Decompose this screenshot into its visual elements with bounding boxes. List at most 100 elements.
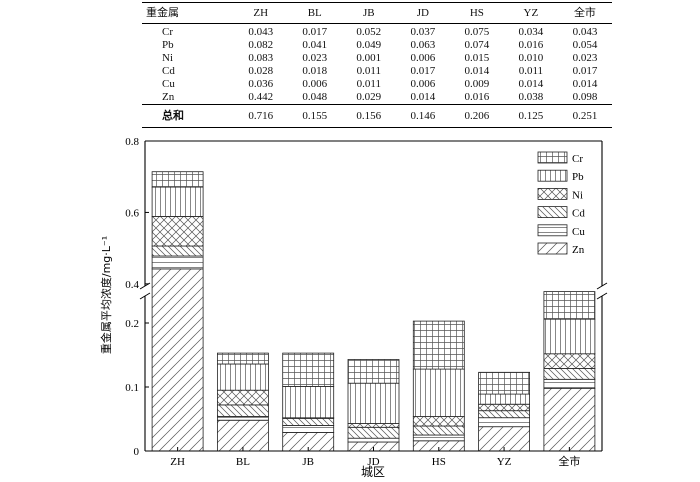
y-tick-label: 0.8: [125, 136, 139, 148]
table-cell: 0.037: [410, 26, 436, 38]
legend-label-cd: Cd: [572, 208, 585, 220]
bar-segment-cu: [151, 255, 204, 270]
table-cell: 0.038: [518, 91, 544, 103]
legend-label-cu: Cu: [572, 226, 585, 238]
bar-segment-zn: [216, 419, 269, 452]
legend-swatch-pb: [537, 169, 568, 182]
axis-break-mark: [596, 292, 608, 300]
table-cell: 0.074: [464, 39, 490, 51]
total-cell: 0.155: [287, 104, 342, 128]
table-cell: 0.017: [302, 26, 328, 38]
table-cell: 0.016: [464, 91, 490, 103]
bar-segment-pb: [282, 385, 335, 419]
legend-swatch-cd: [537, 206, 568, 219]
table-total-row: 总和 0.716 0.155 0.156 0.146 0.206 0.125 0…: [142, 104, 612, 128]
table-header-row: 重金属 ZH BL JB JD HS YZ 全市: [142, 2, 612, 24]
y-axis-label: 重金属平均浓度/mg·L⁻¹: [99, 236, 113, 354]
table-row: Ni 0.083 0.023 0.001 0.006 0.015 0.010 0.023: [142, 52, 612, 65]
bar-segment-cd: [216, 404, 269, 417]
table-row-label: Pb: [162, 39, 174, 51]
table-cell: 0.015: [464, 52, 490, 64]
table-cell: 0.054: [572, 39, 598, 51]
table-corner-label: 重金属: [142, 2, 234, 24]
table-row: Cd 0.028 0.018 0.011 0.017 0.014 0.011 0.017: [142, 65, 612, 78]
table-col-header: ZH: [233, 2, 288, 24]
table-cell: 0.011: [356, 78, 381, 90]
table-cell: 0.001: [356, 52, 382, 64]
table-cell: 0.014: [572, 78, 598, 90]
y-tick-label: 0: [134, 446, 140, 458]
bar-segment-cd: [412, 425, 465, 436]
legend-swatch-cr: [537, 151, 568, 164]
legend-label-ni: Ni: [572, 189, 583, 201]
table-cell: 0.043: [572, 26, 598, 38]
bar-segment-pb: [478, 393, 531, 405]
table-cell: 0.017: [572, 65, 598, 77]
table-row-label: Cr: [162, 26, 173, 38]
legend-swatch-cu: [537, 224, 568, 237]
bar-segment-cu: [282, 424, 335, 433]
table-col-header: 全市: [557, 2, 612, 24]
y-tick-label: 0.2: [125, 318, 139, 330]
table-cell: 0.023: [572, 52, 598, 64]
table-col-header: YZ: [503, 2, 558, 24]
bar-segment-cd: [151, 245, 204, 257]
table-cell: 0.098: [572, 91, 598, 103]
legend-swatch-ni: [537, 187, 568, 200]
table-cell: 0.009: [464, 78, 490, 90]
total-cell: 0.125: [503, 104, 558, 128]
x-tick-label: HS: [432, 456, 446, 468]
x-tick-label: BL: [236, 456, 250, 468]
table-cell: 0.014: [464, 65, 490, 77]
bar-segment-ni: [347, 423, 400, 428]
axis-break-mark: [596, 282, 608, 290]
table-row-label: Ni: [162, 52, 173, 64]
table-col-header: HS: [449, 2, 504, 24]
table-cell: 0.041: [302, 39, 328, 51]
bar-segment-cd: [347, 426, 400, 439]
table-cell: 0.016: [518, 39, 544, 51]
axis-break-mark: [139, 292, 151, 300]
table-row: Zn 0.442 0.048 0.029 0.014 0.016 0.038 0.098: [142, 91, 612, 105]
table-cell: 0.006: [302, 78, 328, 90]
legend: Cr Pb Ni Cd Cu Zn: [537, 151, 585, 256]
table-cell: 0.049: [356, 39, 382, 51]
bar-segment-zn: [543, 387, 596, 452]
table-cell: 0.063: [410, 39, 436, 51]
table-row-label: Cu: [162, 78, 175, 90]
bar-segment-cd: [282, 417, 335, 426]
total-cell: 0.146: [395, 104, 450, 128]
table-cell: 0.017: [410, 65, 436, 77]
table-cell: 0.011: [356, 65, 381, 77]
bar-segment-cr: [151, 171, 204, 188]
bar-segment-ni: [412, 415, 465, 427]
bar-segment-ni: [151, 215, 204, 247]
x-tick-label: ZH: [170, 456, 185, 468]
table-col-header: JB: [341, 2, 396, 24]
bar-segment-pb: [412, 368, 465, 417]
table-cell: 0.052: [356, 26, 382, 38]
bar-segment-ni: [478, 403, 531, 412]
bar-segment-cr: [543, 291, 596, 320]
table-cell: 0.043: [248, 26, 274, 38]
bar-segment-cr: [347, 359, 400, 384]
table-row-label: Cd: [162, 65, 175, 77]
bar-segment-cu: [412, 434, 465, 442]
table-cell: 0.048: [302, 91, 328, 103]
table-body: Cr 0.043 0.017 0.052 0.037 0.075 0.034 0.043 Pb 0…: [142, 24, 612, 105]
table-cell: 0.036: [248, 78, 274, 90]
table-cell: 0.082: [248, 39, 274, 51]
y-tick-label: 0.6: [125, 207, 139, 219]
x-tick-label: YZ: [497, 456, 512, 468]
legend-swatch-zn: [537, 242, 568, 255]
table-cell: 0.018: [302, 65, 328, 77]
bar-segment-cr: [282, 352, 335, 387]
bar-segment-cu: [543, 378, 596, 389]
table-col-header: JD: [395, 2, 450, 24]
table-cell: 0.075: [464, 26, 490, 38]
bar-segment-cr: [412, 320, 465, 370]
table-cell: 0.083: [248, 52, 274, 64]
bar-segment-cu: [347, 437, 400, 443]
x-tick-label: JB: [302, 456, 314, 468]
